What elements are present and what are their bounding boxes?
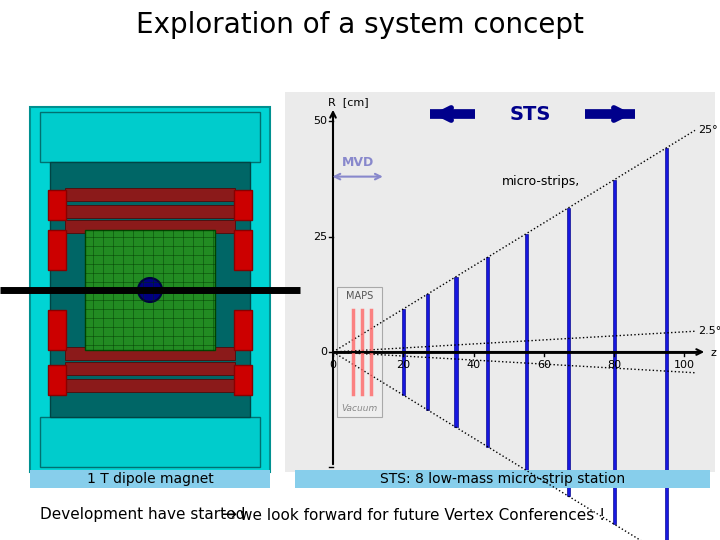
FancyBboxPatch shape: [40, 112, 260, 162]
FancyBboxPatch shape: [40, 417, 260, 467]
Text: 0: 0: [320, 347, 327, 357]
FancyBboxPatch shape: [65, 347, 235, 360]
Text: 2.5°: 2.5°: [698, 326, 720, 336]
FancyBboxPatch shape: [85, 230, 215, 350]
Text: →: →: [222, 506, 237, 524]
Text: Development have started: Development have started: [40, 508, 246, 523]
Text: Vacuum: Vacuum: [341, 403, 377, 413]
Text: 0: 0: [330, 360, 336, 370]
FancyBboxPatch shape: [285, 92, 715, 472]
Text: 80: 80: [607, 360, 621, 370]
Text: 20: 20: [396, 360, 410, 370]
Text: 100: 100: [674, 360, 695, 370]
FancyBboxPatch shape: [613, 180, 616, 524]
Text: STS: 8 low-mass micro-strip station: STS: 8 low-mass micro-strip station: [380, 472, 625, 486]
FancyBboxPatch shape: [30, 107, 270, 472]
FancyBboxPatch shape: [402, 309, 405, 395]
Text: 50: 50: [313, 116, 327, 126]
FancyBboxPatch shape: [50, 162, 250, 417]
Text: micro-strips,: micro-strips,: [502, 175, 580, 188]
Text: MVD: MVD: [341, 156, 374, 168]
FancyBboxPatch shape: [295, 470, 710, 488]
Text: we look forward for future Vertex Conferences !: we look forward for future Vertex Confer…: [240, 508, 605, 523]
Text: 60: 60: [537, 360, 551, 370]
FancyBboxPatch shape: [65, 205, 235, 218]
Text: Exploration of a system concept: Exploration of a system concept: [136, 11, 584, 39]
Text: 1 T dipole magnet: 1 T dipole magnet: [86, 472, 213, 486]
FancyBboxPatch shape: [48, 230, 66, 270]
Text: 25°: 25°: [698, 125, 718, 136]
FancyBboxPatch shape: [454, 276, 458, 427]
Text: 25: 25: [313, 232, 327, 241]
Text: STS: STS: [509, 105, 551, 124]
FancyBboxPatch shape: [65, 188, 235, 201]
Text: MAPS: MAPS: [346, 292, 373, 301]
FancyBboxPatch shape: [426, 294, 429, 410]
Ellipse shape: [138, 278, 162, 302]
FancyBboxPatch shape: [567, 208, 570, 496]
FancyBboxPatch shape: [525, 234, 528, 470]
FancyBboxPatch shape: [30, 470, 270, 488]
FancyBboxPatch shape: [234, 230, 252, 270]
FancyBboxPatch shape: [65, 220, 235, 233]
FancyBboxPatch shape: [336, 287, 382, 417]
FancyBboxPatch shape: [234, 365, 252, 395]
FancyBboxPatch shape: [665, 147, 668, 540]
FancyBboxPatch shape: [234, 310, 252, 350]
Text: z  [cm]: z [cm]: [711, 347, 720, 357]
FancyBboxPatch shape: [65, 379, 235, 392]
FancyBboxPatch shape: [234, 190, 252, 220]
FancyBboxPatch shape: [65, 362, 235, 375]
Text: R  [cm]: R [cm]: [328, 97, 369, 107]
Text: 40: 40: [467, 360, 481, 370]
FancyBboxPatch shape: [48, 190, 66, 220]
FancyBboxPatch shape: [48, 365, 66, 395]
FancyBboxPatch shape: [48, 310, 66, 350]
FancyBboxPatch shape: [486, 257, 489, 447]
